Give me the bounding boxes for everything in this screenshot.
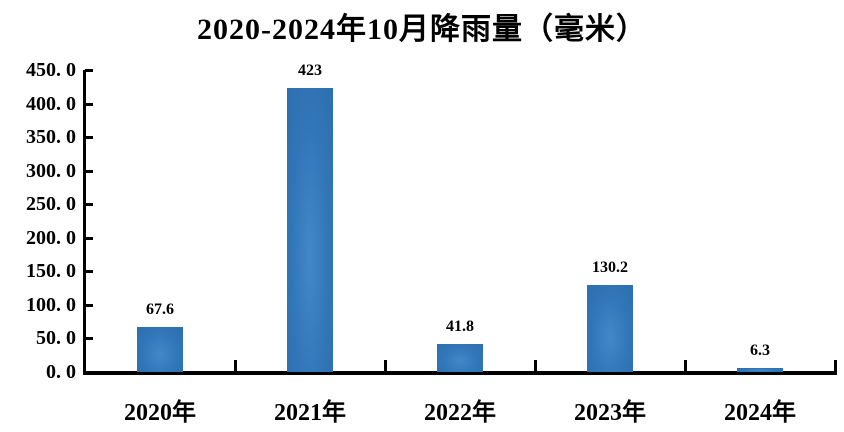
bar	[137, 326, 183, 372]
y-axis-tick	[85, 136, 93, 140]
x-axis-tick	[233, 360, 237, 372]
y-axis-tick-label: 400. 0	[26, 92, 76, 115]
y-axis-tick	[85, 270, 93, 274]
x-axis-line	[83, 371, 837, 375]
y-axis-tick	[85, 169, 93, 173]
x-axis-label: 2022年	[424, 400, 496, 426]
y-axis-tick	[85, 69, 93, 72]
y-axis-tick	[85, 236, 93, 240]
bar-value-label: 130.2	[592, 258, 628, 276]
y-axis-tick-label: 250. 0	[26, 193, 76, 216]
bar	[737, 367, 783, 372]
y-axis-tick-label: 100. 0	[26, 293, 76, 316]
y-axis-tick	[85, 303, 93, 307]
chart-title: 2020-2024年10月降雨量（毫米）	[197, 13, 647, 46]
y-axis-tick	[85, 337, 93, 341]
bar	[287, 88, 333, 372]
bar-value-label: 423	[298, 62, 322, 80]
x-axis-tick	[683, 360, 687, 372]
y-axis-line	[83, 70, 86, 375]
y-axis-tick-label: 150. 0	[26, 260, 76, 283]
bar-value-label: 6.3	[750, 341, 770, 359]
bar-value-label: 67.6	[146, 300, 174, 318]
x-axis-label: 2021年	[274, 400, 346, 426]
y-axis-tick-label: 300. 0	[26, 159, 76, 182]
y-axis-tick-label: 450. 0	[26, 59, 76, 81]
x-axis-label: 2024年	[724, 400, 796, 426]
x-axis-tick	[383, 360, 387, 372]
x-axis-tick	[533, 360, 537, 372]
bar-value-label: 41.8	[446, 317, 474, 335]
bar	[437, 343, 483, 372]
y-axis-tick-label: 0. 0	[46, 361, 76, 383]
y-axis-tick-label: 50. 0	[36, 327, 76, 350]
x-axis-tick	[833, 360, 837, 372]
x-axis-label: 2020年	[124, 400, 196, 426]
y-axis-tick-label: 350. 0	[26, 126, 76, 149]
y-axis-tick	[85, 371, 93, 374]
y-axis-tick	[85, 102, 93, 106]
y-axis-tick-label: 200. 0	[26, 226, 76, 249]
bar	[587, 284, 633, 372]
y-axis-tick	[85, 203, 93, 207]
x-axis-label: 2023年	[574, 400, 646, 426]
